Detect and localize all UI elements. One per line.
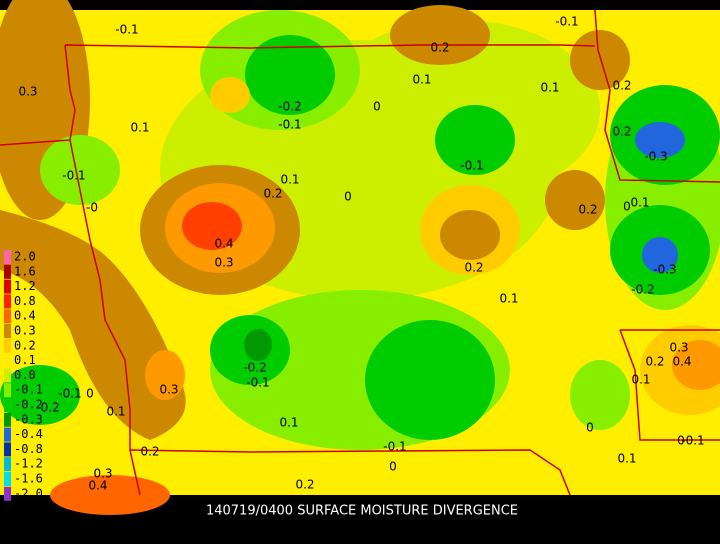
- legend-label: 1.2: [14, 279, 36, 293]
- contour-label: 0: [344, 190, 352, 204]
- legend-label: -0.8: [14, 442, 43, 456]
- contour-label: 0.2: [612, 125, 631, 139]
- contour-label: 0.1: [499, 292, 518, 306]
- contour-label: 0.1: [412, 73, 431, 87]
- legend-swatch: [4, 427, 11, 442]
- contour-label: -0.1: [115, 23, 138, 37]
- legend-label: 0.8: [14, 294, 36, 308]
- legend: 2.01.61.20.80.40.30.20.10.0-0.1-0.2-0.3-…: [4, 250, 43, 501]
- contour-label: 0.3: [93, 467, 112, 481]
- contour-label: -0.2: [243, 361, 266, 375]
- contour-label: 0: [86, 387, 94, 401]
- legend-swatch: [4, 250, 11, 264]
- legend-swatch: [4, 472, 11, 486]
- legend-swatch: [4, 338, 11, 353]
- contour-label: -0.1: [681, 434, 704, 448]
- contour-label: 0.2: [612, 79, 631, 93]
- contour-label: -0.3: [644, 150, 667, 164]
- contour-label: 0: [389, 460, 397, 474]
- contour-label: 0.2: [295, 478, 314, 492]
- contour-label: 0.1: [630, 196, 649, 210]
- legend-swatch: [4, 294, 11, 309]
- legend-label: 0.3: [14, 324, 36, 338]
- contour-label: -0.1: [58, 387, 81, 401]
- legend-swatch: [4, 398, 11, 412]
- legend-swatch: [4, 486, 11, 501]
- legend-label: 1.6: [14, 264, 36, 278]
- contour-label: 0.2: [140, 445, 159, 459]
- contour-label: -0.2: [631, 283, 654, 297]
- state-borders: [0, 9, 720, 496]
- contour-label: 0.4: [88, 479, 107, 493]
- contour-fill: [0, 0, 720, 515]
- contour-label: 0.3: [669, 341, 688, 355]
- contour-label: 0: [373, 100, 381, 114]
- contour-label: 0.4: [672, 355, 691, 369]
- contour-label: -0.1: [383, 440, 406, 454]
- contour-label: 0.2: [578, 203, 597, 217]
- legend-swatch: [4, 457, 11, 472]
- legend-label: -1.6: [14, 472, 43, 486]
- contour-label: 0.2: [430, 41, 449, 55]
- contour-label: -0.1: [555, 15, 578, 29]
- contour-label: 0.3: [159, 383, 178, 397]
- legend-label: 2.0: [14, 250, 36, 264]
- contour-label: -0: [86, 201, 98, 215]
- contour-label: -0.1: [62, 169, 85, 183]
- legend-label: -2.0: [14, 486, 43, 500]
- contour-label: -0.2: [36, 401, 59, 415]
- contour-label: 0.1: [631, 373, 650, 387]
- contour-label: -0.1: [460, 159, 483, 173]
- legend-label: 0.0: [14, 368, 36, 382]
- legend-swatch: [4, 309, 11, 324]
- legend-label: -0.4: [14, 427, 43, 441]
- legend-swatch: [4, 442, 11, 457]
- legend-swatch: [4, 279, 11, 294]
- legend-label: -0.2: [14, 398, 43, 412]
- legend-swatch: [4, 324, 11, 338]
- contour-label: -0.1: [278, 118, 301, 132]
- contour-label: -0.2: [278, 100, 301, 114]
- legend-label: -0.1: [14, 383, 43, 397]
- contour-label: 0: [623, 200, 631, 214]
- caption: 140719/0400 SURFACE MOISTURE DIVERGENCE: [206, 504, 518, 519]
- legend-label: 0.4: [14, 309, 36, 323]
- legend-swatch: [4, 368, 11, 383]
- contour-label: -0.3: [653, 263, 676, 277]
- legend-swatch: [4, 383, 11, 398]
- contour-label: 0.3: [214, 256, 233, 270]
- contour-label: 0.2: [263, 187, 282, 201]
- contour-label: 0.1: [617, 452, 636, 466]
- legend-label: -1.2: [14, 457, 43, 471]
- contour-label: 0: [586, 421, 594, 435]
- legend-swatch: [4, 264, 11, 279]
- legend-label: 0.2: [14, 338, 36, 352]
- legend-swatch: [4, 353, 11, 368]
- contour-label: 0: [677, 434, 685, 448]
- contour-label: 0.1: [280, 173, 299, 187]
- contour-label: 0.4: [214, 237, 233, 251]
- contour-label: 0.2: [464, 261, 483, 275]
- contour-label: 0.1: [130, 121, 149, 135]
- contour-label: 0.1: [106, 405, 125, 419]
- contour-labels: -0.10.2-0.10.30.10.1 0.20.1-0.2-0.100.2-0…: [18, 15, 704, 493]
- legend-label: 0.1: [14, 353, 36, 367]
- contour-label: 0.3: [18, 85, 37, 99]
- legend-label: -0.3: [14, 412, 43, 426]
- contour-label: 0.1: [279, 416, 298, 430]
- contour-label: -0.1: [246, 376, 269, 390]
- contour-label: 0.1: [540, 81, 559, 95]
- contour-label: 0.2: [645, 355, 664, 369]
- legend-swatch: [4, 412, 11, 427]
